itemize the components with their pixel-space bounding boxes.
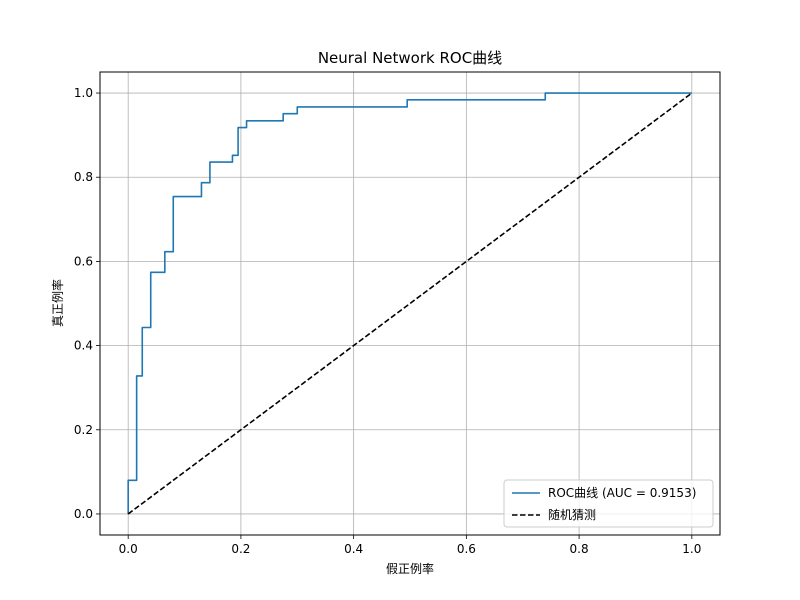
x-tick-label: 0.0 (119, 542, 138, 556)
plot-frame (99, 71, 721, 536)
series-layer (127, 92, 693, 515)
y-tick-label: 0.8 (74, 170, 93, 184)
x-tick-label: 0.6 (457, 542, 476, 556)
y-tick-label: 0.2 (74, 423, 93, 437)
legend-label-roc: ROC曲线 (AUC = 0.9153) (548, 486, 696, 500)
y-tick-label: 1.0 (74, 86, 93, 100)
x-tick-label: 0.2 (231, 542, 250, 556)
y-tick-label: 0.4 (74, 339, 93, 353)
x-tick-label: 1.0 (682, 542, 701, 556)
y-tick-label: 0.0 (74, 507, 93, 521)
legend-label-random: 随机猜测 (548, 507, 596, 522)
x-axis-label: 假正例率 (386, 561, 434, 576)
random-guess-line (127, 92, 693, 515)
y-tick-label: 0.6 (74, 254, 93, 268)
y-axis-label: 真正例率 (50, 279, 65, 327)
legend-box (503, 479, 714, 528)
roc-curve-line (127, 92, 692, 514)
x-tick-label: 0.4 (344, 542, 363, 556)
ticks: 0.0 0.2 0.4 0.6 0.8 1.0 0.0 0.2 0.4 0.6 0.8 1.0 (74, 86, 701, 556)
legend: ROC曲线 (AUC = 0.9153) 随机猜测 (503, 479, 714, 528)
x-tick-label: 0.8 (570, 542, 589, 556)
chart-title: Neural Network ROC曲线 (318, 49, 502, 67)
